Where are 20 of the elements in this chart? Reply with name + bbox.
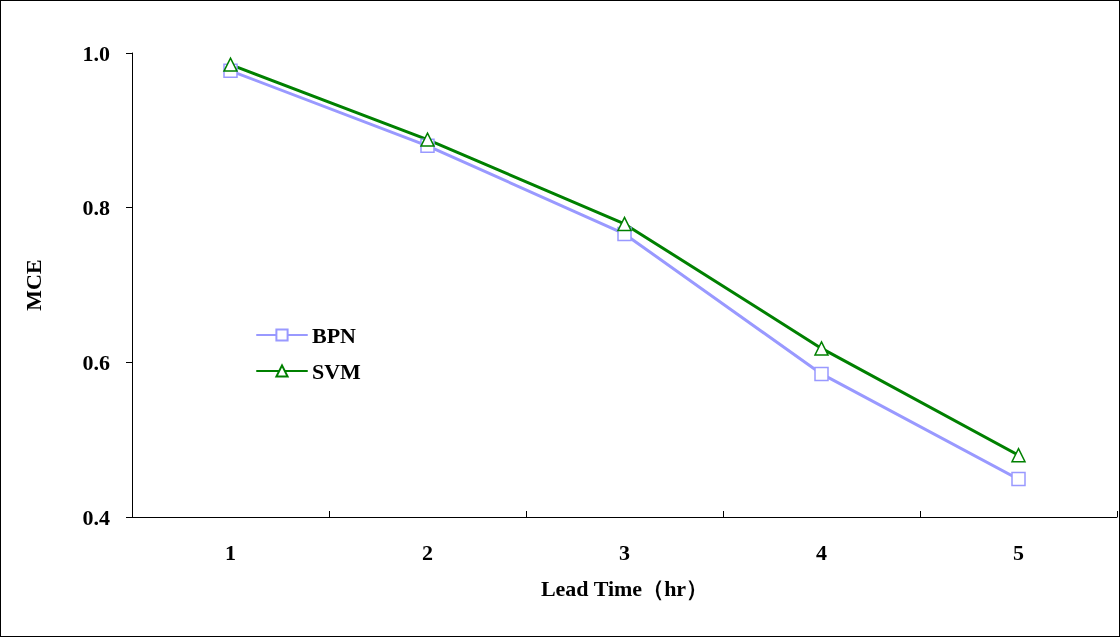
point: [617, 216, 632, 232]
point: [1011, 447, 1026, 463]
y-tick-label: 0.8: [82, 195, 110, 221]
x-tick-label: 3: [619, 539, 630, 565]
point: [814, 341, 829, 356]
legend-label: SVM: [312, 358, 362, 384]
x-axis-title: Lead Time（hr）: [540, 575, 709, 601]
y-tick-label: 0.4: [82, 504, 110, 530]
x-tick-label: 2: [422, 539, 433, 565]
legend-label: BPN: [312, 322, 357, 348]
x-tick-label: 1: [225, 539, 236, 565]
point: [223, 57, 238, 72]
point: [814, 366, 829, 382]
x-tick-label: 5: [1013, 539, 1024, 565]
x-tick-label: 4: [816, 539, 827, 565]
y-tick-label: 0.6: [82, 349, 110, 375]
y-axis-title: MCE: [20, 259, 46, 311]
point: [420, 132, 435, 147]
point: [1011, 471, 1026, 487]
y-tick-label: 1.0: [82, 40, 110, 66]
